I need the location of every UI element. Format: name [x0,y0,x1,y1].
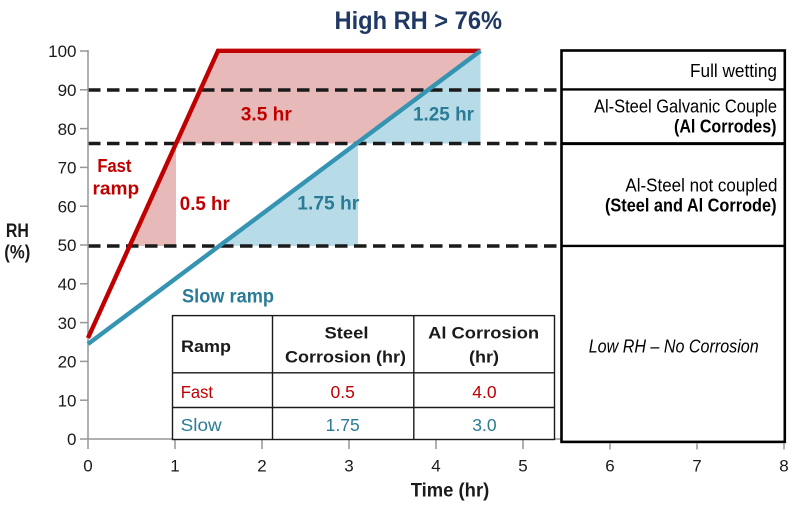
svg-text:6: 6 [605,457,614,476]
svg-text:Al-Steel Galvanic Couple: Al-Steel Galvanic Couple [594,97,777,117]
svg-text:High RH > 76%: High RH > 76% [335,7,503,35]
svg-text:4: 4 [431,457,440,476]
svg-text:Corrosion (hr): Corrosion (hr) [285,348,406,367]
svg-text:(Steel and Al Corrode): (Steel and Al Corrode) [605,196,777,216]
svg-text:70: 70 [58,159,77,178]
svg-text:Fast: Fast [181,382,213,402]
svg-text:(hr): (hr) [469,348,499,367]
svg-text:100: 100 [48,42,76,61]
svg-text:Al-Steel not coupled: Al-Steel not coupled [625,175,777,195]
svg-text:Slow: Slow [181,415,222,435]
svg-text:Al Corrosion: Al Corrosion [428,323,539,342]
svg-text:0: 0 [67,430,76,449]
svg-text:Low RH – No Corrosion: Low RH – No Corrosion [589,337,759,357]
svg-text:4.0: 4.0 [472,382,497,402]
svg-text:RH: RH [6,221,29,242]
svg-text:Full wetting: Full wetting [690,61,777,81]
svg-text:0.5 hr: 0.5 hr [180,194,231,215]
svg-text:Fast: Fast [97,156,131,176]
svg-text:ramp: ramp [93,178,140,198]
svg-text:5: 5 [518,457,527,476]
svg-text:Ramp: Ramp [181,337,231,356]
svg-text:(Al Corrodes): (Al Corrodes) [674,116,777,136]
svg-text:1.25 hr: 1.25 hr [413,105,475,126]
svg-text:Time (hr): Time (hr) [411,481,490,502]
svg-text:90: 90 [58,81,77,100]
svg-text:80: 80 [58,120,77,139]
svg-text:8: 8 [779,457,788,476]
svg-text:0: 0 [83,457,92,476]
svg-text:1.75: 1.75 [326,415,360,435]
svg-text:3.5 hr: 3.5 hr [241,104,293,125]
svg-text:40: 40 [58,275,77,294]
svg-text:2: 2 [257,457,266,476]
svg-text:Steel: Steel [325,323,369,342]
svg-text:30: 30 [58,314,77,333]
svg-text:20: 20 [58,353,77,372]
svg-text:0.5: 0.5 [331,382,355,402]
svg-text:1: 1 [170,457,179,476]
svg-text:3.0: 3.0 [472,415,497,435]
svg-text:50: 50 [58,236,77,255]
svg-text:1.75 hr: 1.75 hr [297,193,360,214]
svg-text:3: 3 [344,457,353,476]
svg-text:Slow ramp: Slow ramp [182,286,274,307]
svg-text:60: 60 [58,197,77,216]
svg-text:10: 10 [58,391,77,410]
svg-text:7: 7 [692,457,701,476]
svg-text:(%): (%) [4,243,30,264]
